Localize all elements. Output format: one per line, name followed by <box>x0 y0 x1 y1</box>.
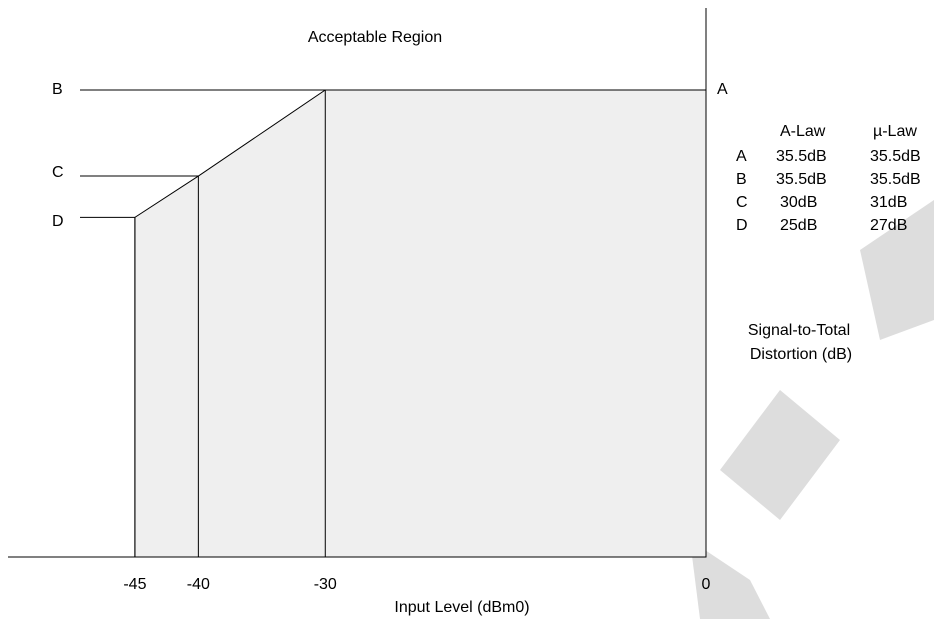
table-cell: 35.5dB <box>776 148 827 165</box>
acceptable-region-area <box>134 89 707 558</box>
table-cell: 35.5dB <box>870 148 921 165</box>
y-axis-label-line-2: Distortion (dB) <box>750 346 852 363</box>
x-tick-label: 0 <box>702 576 711 593</box>
watermark <box>690 200 934 619</box>
table-cell: 31dB <box>870 194 907 211</box>
table-row-label: C <box>736 194 748 211</box>
table-row-label: A <box>736 148 747 165</box>
label-c: C <box>52 164 64 181</box>
table-header-u-law: µ-Law <box>873 123 917 140</box>
chart-title: Acceptable Region <box>308 29 442 46</box>
y-axis-label-line-1: Signal-to-Total <box>748 322 850 339</box>
table-header-a-law: A-Law <box>780 123 826 140</box>
x-tick-label: -40 <box>187 576 210 593</box>
table-cell: 30dB <box>780 194 817 211</box>
law-table: A-Law µ-Law A 35.5dB 35.5dB B 35.5dB 35.… <box>736 123 921 234</box>
x-tick-label: -30 <box>314 576 337 593</box>
label-b: B <box>52 81 63 98</box>
table-cell: 35.5dB <box>870 171 921 188</box>
table-cell: 27dB <box>870 217 907 234</box>
table-row-label: B <box>736 171 747 188</box>
x-tick-label: -45 <box>123 576 146 593</box>
label-a: A <box>717 81 728 98</box>
x-tick-labels: -45 -40 -30 0 <box>123 576 710 593</box>
label-d: D <box>52 213 64 230</box>
x-axis-label: Input Level (dBm0) <box>394 599 529 616</box>
table-cell: 25dB <box>780 217 817 234</box>
table-cell: 35.5dB <box>776 171 827 188</box>
table-row-label: D <box>736 217 748 234</box>
